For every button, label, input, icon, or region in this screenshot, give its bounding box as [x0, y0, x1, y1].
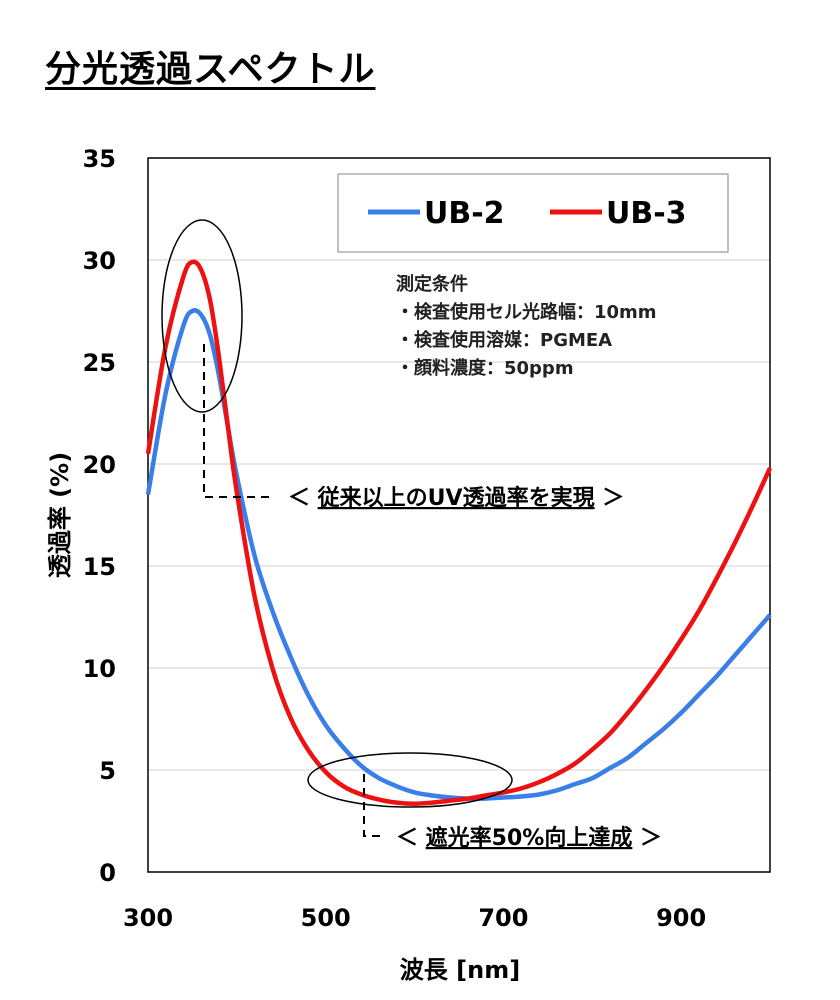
y-tick-labels: 0 5 10 15 20 25 30 35 — [83, 145, 116, 887]
y-tick-label: 15 — [83, 553, 116, 581]
y-axis-label: 透過率 (%) — [46, 452, 74, 578]
x-tick-label: 900 — [656, 904, 706, 932]
y-tick-label: 5 — [99, 757, 116, 785]
trough-annotation: ＜ 遮光率50%向上達成 ＞ — [396, 825, 662, 851]
x-tick-label: 700 — [478, 904, 528, 932]
trough-highlight-ellipse — [307, 752, 513, 808]
condition-cell-path: ・検査使用セル光路幅：10mm — [396, 301, 657, 323]
plot-frame — [147, 157, 771, 873]
trough-annotation-close: ＞ — [632, 826, 662, 851]
series-line-ub-2 — [145, 308, 772, 801]
x-tick-label: 300 — [123, 904, 173, 932]
trough-annotation-text: 遮光率50%向上達成 — [426, 825, 633, 851]
x-axis-label: 波長 [nm] — [400, 956, 520, 984]
peak-annotation-open: ＜ — [288, 486, 318, 511]
y-tick-label: 10 — [83, 655, 116, 683]
x-tick-label: 500 — [301, 904, 351, 932]
trough-annotation-open: ＜ — [396, 826, 426, 851]
y-tick-label: 30 — [83, 247, 116, 275]
condition-solvent: ・検査使用溶媒：PGMEA — [396, 329, 612, 351]
legend-label-ub3: UB-3 — [606, 196, 687, 231]
legend-label-ub2: UB-2 — [424, 196, 505, 231]
x-tick-labels: 300 500 700 900 — [123, 904, 706, 932]
conditions-heading: 測定条件 — [396, 273, 468, 295]
trough-leader-line — [363, 774, 380, 837]
y-tick-label: 20 — [83, 451, 116, 479]
y-tick-label: 35 — [83, 145, 116, 173]
y-tick-label: 0 — [99, 859, 116, 887]
condition-concentration: ・顔料濃度：50ppm — [396, 357, 574, 379]
legend: UB-2 UB-3 — [337, 173, 729, 253]
page-title: 分光透過スペクトル — [45, 49, 376, 90]
measurement-conditions: 測定条件 ・検査使用セル光路幅：10mm ・検査使用溶媒：PGMEA ・顔料濃度… — [396, 273, 657, 379]
peak-highlight-ellipse — [161, 219, 243, 413]
series-line-ub-3 — [145, 259, 773, 806]
peak-annotation-close: ＞ — [595, 486, 625, 511]
series-lines — [145, 259, 773, 806]
y-tick-label: 25 — [83, 349, 116, 377]
peak-annotation-text: 従来以上のUV透過率を実現 — [317, 485, 595, 511]
peak-annotation: ＜ 従来以上のUV透過率を実現 ＞ — [288, 485, 624, 511]
peak-leader-line — [203, 344, 272, 498]
